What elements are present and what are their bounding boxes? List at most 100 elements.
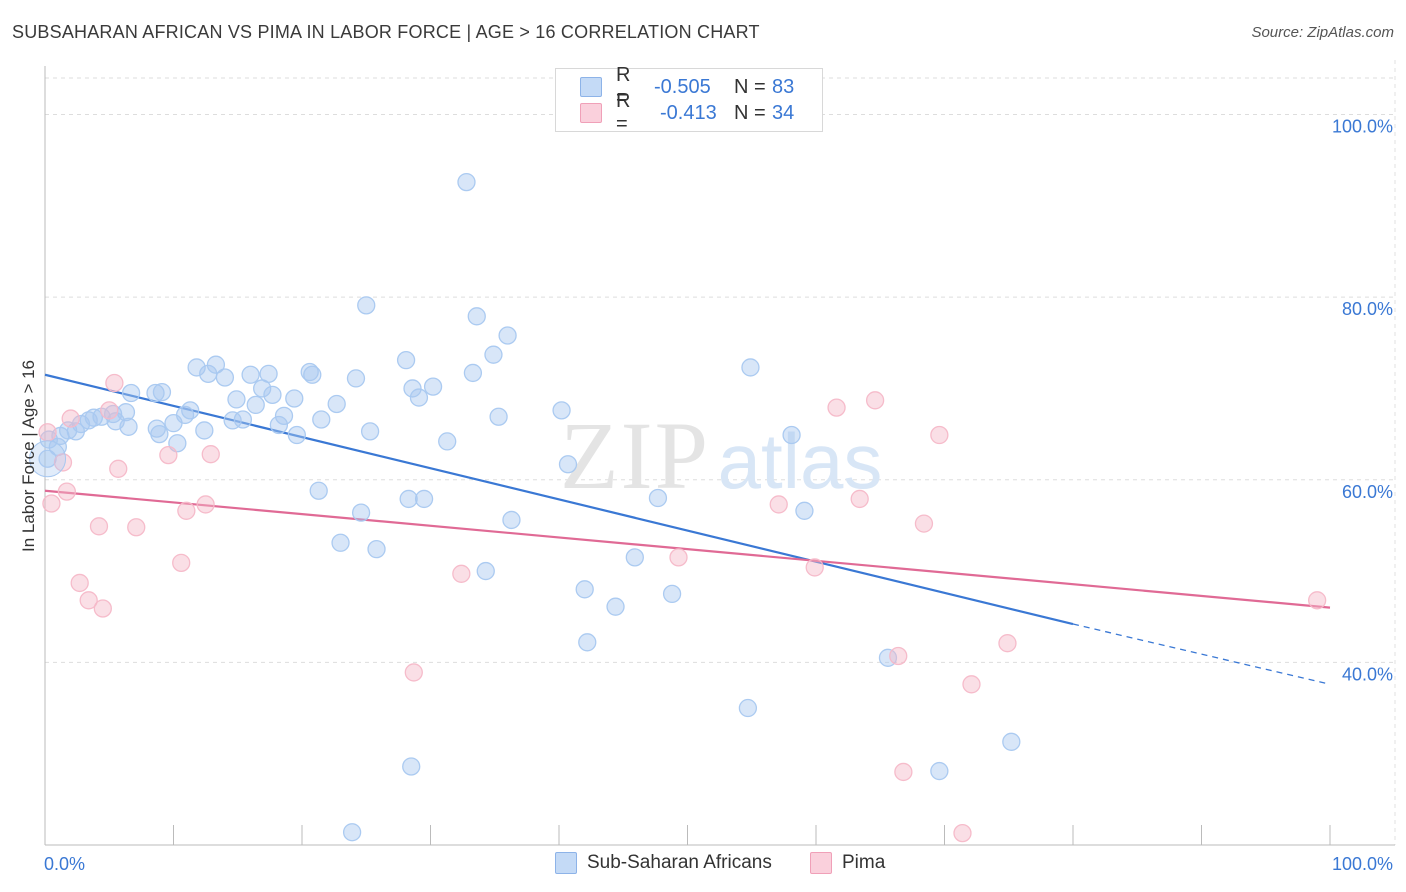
point-pima (805, 558, 824, 577)
watermark-zip: ZIP (560, 402, 710, 509)
point-pima (177, 501, 196, 520)
y-tick-label: 80.0% (1342, 299, 1393, 319)
point-subsaharan (39, 430, 59, 449)
x-tick-label: 0.0% (44, 854, 85, 874)
point-subsaharan (367, 540, 386, 559)
point-subsaharan (552, 401, 571, 420)
point-subsaharan (263, 385, 282, 404)
legend-r-value: -0.413 (660, 101, 717, 124)
point-subsaharan (303, 365, 322, 384)
legend-r-label: R = (616, 90, 631, 135)
point-subsaharan (287, 425, 307, 445)
point-pima (998, 634, 1017, 653)
point-subsaharan-large (29, 440, 67, 478)
point-subsaharan (121, 383, 141, 403)
point-pima (53, 453, 73, 472)
legend-row-subsaharan: R = -0.505 N = 83 (580, 64, 794, 109)
point-pima (404, 663, 423, 682)
point-subsaharan (342, 823, 362, 842)
series-legend-item-subsaharan[interactable]: Sub-Saharan Africans (555, 852, 772, 874)
point-subsaharan (575, 580, 594, 599)
point-subsaharan (285, 389, 304, 408)
point-subsaharan (467, 307, 486, 326)
source-label: Source: ZipAtlas.com (1251, 24, 1394, 41)
y-tick-labels: 40.0% 60.0% 80.0% 100.0% (1332, 117, 1393, 685)
legend-row-pima: R = -0.413 N = 34 (580, 90, 795, 135)
y-tick-label: 60.0% (1342, 482, 1393, 502)
point-pima (889, 646, 908, 666)
point-subsaharan (463, 363, 483, 383)
point-subsaharan (423, 377, 443, 396)
legend-r-label: R = (616, 64, 631, 109)
point-subsaharan (606, 597, 625, 616)
trend-line-subsaharan (44, 373, 1074, 626)
point-subsaharan (246, 395, 265, 415)
point-pima (105, 373, 124, 393)
x-tick-labels: 0.0% 100.0% (44, 854, 1393, 874)
legend-swatch-subsaharan (580, 77, 602, 97)
point-subsaharan (357, 296, 376, 315)
series-legend-label: Pima (842, 852, 886, 873)
point-subsaharan (346, 369, 366, 388)
point-subsaharan (558, 455, 578, 474)
point-pima (953, 823, 972, 843)
point-subsaharan (206, 355, 226, 374)
point-subsaharan (498, 326, 517, 345)
point-subsaharan (648, 488, 668, 508)
legend-swatch-pima (580, 103, 602, 123)
point-subsaharan (312, 410, 331, 429)
point-subsaharan (402, 757, 421, 776)
point-subsaharan (476, 561, 495, 581)
y-axis-label: In Labor Force | Age > 16 (19, 360, 38, 552)
point-pima (127, 518, 146, 537)
point-subsaharan (489, 407, 508, 426)
point-pima (109, 459, 128, 478)
point-pima (196, 495, 215, 514)
trend-line-subsaharan-extrapolated (1072, 623, 1331, 685)
point-subsaharan (269, 415, 289, 435)
point-pima (61, 409, 80, 428)
point-subsaharan (662, 584, 682, 604)
legend-n-label: N = (734, 101, 766, 124)
point-subsaharan (274, 406, 294, 425)
watermark: ZIP atlas (560, 402, 882, 509)
point-pima (57, 482, 76, 501)
point-subsaharan (438, 432, 457, 451)
point-subsaharan (360, 422, 380, 441)
axes (44, 66, 1395, 846)
point-subsaharan (625, 548, 644, 567)
point-subsaharan (187, 358, 206, 377)
point-pima (70, 573, 89, 593)
point-subsaharan (300, 362, 319, 382)
point-subsaharan (741, 358, 760, 377)
point-subsaharan (738, 698, 758, 718)
x-tick-label: 100.0% (1332, 854, 1393, 874)
point-subsaharan (930, 761, 949, 781)
point-subsaharan (578, 633, 597, 652)
point-subsaharan (119, 417, 138, 436)
series-legend-label: Sub-Saharan Africans (587, 852, 772, 873)
series-swatch-subsaharan (555, 852, 577, 874)
point-subsaharan (403, 379, 422, 398)
point-subsaharan (502, 510, 521, 530)
point-subsaharan (782, 425, 801, 445)
point-pima (89, 517, 109, 536)
point-pima (79, 591, 98, 610)
point-pima (827, 398, 846, 417)
trend-lines (44, 373, 1331, 685)
point-pima (850, 489, 869, 509)
point-pima (100, 401, 119, 420)
point-subsaharan (181, 401, 200, 420)
legend-n-value: 34 (772, 101, 795, 124)
point-pima (159, 445, 178, 465)
point-subsaharan (38, 449, 57, 468)
point-pima (452, 564, 471, 583)
point-subsaharan (484, 345, 503, 364)
point-pima (930, 425, 949, 445)
series-legend-item-pima[interactable]: Pima (810, 852, 885, 874)
point-pima (201, 445, 220, 464)
point-subsaharan (309, 481, 328, 500)
chart-title: SUBSAHARAN AFRICAN VS PIMA IN LABOR FORC… (12, 22, 760, 42)
point-subsaharan (84, 408, 103, 427)
